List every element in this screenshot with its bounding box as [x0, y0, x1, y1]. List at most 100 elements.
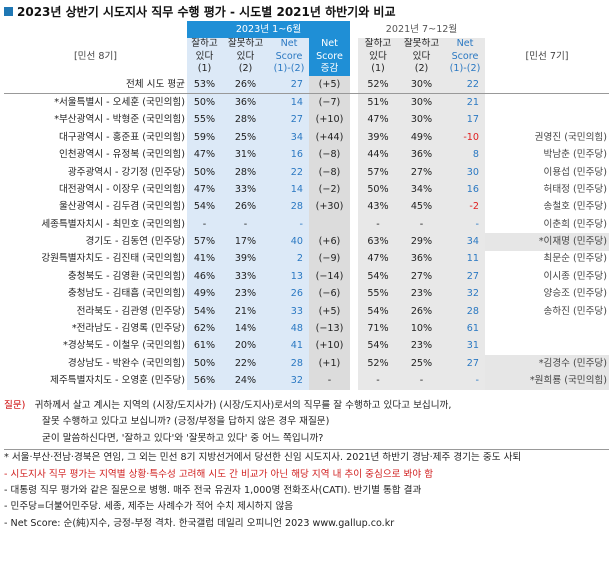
- bad-2023: 33%: [222, 181, 269, 199]
- net-2023: -: [269, 216, 309, 234]
- table-row: 충청남도 - 김태흠 (국민의힘) 49% 23% 26 (−6) 55% 23% 32 양승조…: [4, 285, 609, 303]
- bad-2021: 26%: [398, 302, 445, 321]
- spacer: [350, 94, 358, 112]
- table-row: *경상북도 - 이철우 (국민의힘) 61% 20% 41 (+10) 54% 23% 31: [4, 337, 609, 356]
- good-2021: 44%: [358, 146, 398, 164]
- net-change: (−2): [309, 181, 350, 199]
- spacer: [350, 146, 358, 163]
- good-2023: 41%: [187, 250, 222, 269]
- bad-2021: 36%: [398, 250, 445, 269]
- good-2023: 53%: [187, 75, 222, 95]
- net-2023: 41: [269, 337, 309, 356]
- spacer: [350, 355, 358, 372]
- spacer: [350, 181, 358, 198]
- region-governor: 세종특별자치시 - 최민호 (국민의힘): [41, 218, 185, 230]
- net-change: (+10): [309, 111, 350, 130]
- net-change: (−8): [309, 146, 350, 164]
- net-change: (−13): [309, 320, 350, 338]
- bad-2021: 29%: [398, 233, 445, 251]
- right-label: [민선 7기]: [525, 50, 569, 62]
- title-text: 2023년 상반기 시도지사 직무 수행 평가 - 시도별 2021년 하반기와…: [17, 5, 396, 19]
- bad-2023: -: [222, 216, 269, 234]
- net-change: [309, 216, 350, 234]
- good-2023: 46%: [187, 268, 222, 286]
- net-2023: 16: [269, 146, 309, 164]
- good-2021: 63%: [358, 233, 398, 251]
- bad-2023: 17%: [222, 233, 269, 251]
- period-2023-header: 2023년 1~6월: [187, 21, 350, 39]
- net-change: (+10): [309, 337, 350, 356]
- region-governor: 강원특별자치도 - 김진태 (국민의힘): [41, 253, 185, 265]
- notes: 질문) 귀하께서 살고 계시는 지역의 (시장/도지사가) (시장/도지사)로서…: [4, 398, 609, 532]
- previous-governor: *김경수 (민주당): [485, 355, 609, 373]
- good-2023: 62%: [187, 320, 222, 338]
- spacer: [350, 164, 358, 181]
- net-change: (−14): [309, 268, 350, 286]
- spacer: [350, 338, 358, 355]
- net-2021: 27: [445, 268, 485, 286]
- spacer: [350, 75, 358, 95]
- table-row: 전라북도 - 김관영 (민주당) 54% 21% 33 (+5) 54% 26% 28 송하진 …: [4, 302, 609, 321]
- good-2023: 50%: [187, 355, 222, 373]
- net-change: (+44): [309, 129, 350, 147]
- net-change: (−6): [309, 285, 350, 303]
- previous-governor: [485, 94, 609, 112]
- table-row: 광주광역시 - 강기정 (민주당) 50% 28% 22 (−8) 57% 27% 30 이용섭…: [4, 163, 609, 182]
- net-change: (−9): [309, 250, 350, 269]
- good-2021: 51%: [358, 93, 398, 112]
- bad-2021: -: [398, 216, 445, 234]
- spacer: [350, 112, 358, 129]
- net-2021: -10: [445, 129, 485, 147]
- net-2021: 21: [445, 93, 485, 112]
- previous-governor: *원희룡 (국민의힘): [485, 372, 609, 390]
- net-2021: -: [445, 216, 485, 234]
- good-2023: 55%: [187, 111, 222, 130]
- region-governor: 울산광역시 - 김두겸 (국민의힘): [58, 201, 185, 213]
- net-2023: 40: [269, 233, 309, 251]
- previous-governor: 송철호 (민주당): [543, 201, 608, 213]
- good-2023: 50%: [187, 93, 222, 112]
- net-2023: 48: [269, 320, 309, 338]
- previous-governor: 이시종 (민주당): [543, 270, 608, 282]
- region-governor: 경상남도 - 박완수 (국민의힘): [67, 357, 185, 369]
- good-2023: 54%: [187, 198, 222, 217]
- net-2021: -: [445, 372, 485, 390]
- spacer: [350, 320, 358, 337]
- table-row: 세종특별자치시 - 최민호 (국민의힘) - - - - - - 이춘희 (민주당): [4, 216, 609, 234]
- table-row: 대구광역시 - 홍준표 (국민의힘) 59% 25% 34 (+44) 39% 49% -10…: [4, 129, 609, 147]
- bad-2023: 28%: [222, 163, 269, 182]
- good-2021: 52%: [358, 355, 398, 373]
- question-line-1: 질문) 귀하께서 살고 계시는 지역의 (시장/도지사가) (시장/도지사)로서…: [4, 398, 609, 414]
- previous-governor: 최문순 (민주당): [543, 253, 608, 265]
- table-row: 인천광역시 - 유정복 (국민의힘) 47% 31% 16 (−8) 44% 36% 8 박남춘…: [4, 146, 609, 164]
- previous-governor: 허태정 (민주당): [543, 183, 608, 195]
- bad-2023: 24%: [222, 372, 269, 390]
- region-governor: 제주특별자치도 - 오영훈 (민주당): [50, 375, 185, 387]
- net-change: (+30): [309, 198, 350, 217]
- good-2023: 61%: [187, 337, 222, 356]
- note-5: - Net Score: 순(純)지수, 긍정-부정 격차. 한국갤럽 데일리 …: [4, 517, 395, 529]
- net-2023: 33: [269, 302, 309, 321]
- bad-2023: 25%: [222, 129, 269, 147]
- table-row: *부산광역시 - 박형준 (국민의힘) 55% 28% 27 (+10) 47% 30% 17: [4, 111, 609, 130]
- bad-2021: 30%: [398, 93, 445, 112]
- period-2021-header: 2021년 7~12월: [385, 23, 458, 35]
- spacer: [350, 303, 358, 320]
- net-2021: 34: [445, 233, 485, 251]
- good-2021: 54%: [358, 268, 398, 286]
- col-bad-2023: 잘못하고 있다 (2): [222, 38, 269, 76]
- good-2023: 47%: [187, 146, 222, 164]
- bad-2021: 27%: [398, 163, 445, 182]
- spacer: [350, 251, 358, 268]
- bad-2021: 27%: [398, 268, 445, 286]
- good-2021: -: [358, 216, 398, 234]
- good-2023: 49%: [187, 285, 222, 303]
- net-2023: 26: [269, 285, 309, 303]
- good-2021: 39%: [358, 129, 398, 147]
- spacer: [350, 129, 358, 146]
- note-3: - 대통령 직무 평가와 같은 질문으로 병행. 매주 전국 유권자 1,000…: [4, 485, 422, 497]
- good-2021: 54%: [358, 337, 398, 356]
- previous-governor: *이재명 (민주당): [485, 233, 609, 251]
- region-governor: *서울특별시 - 오세훈 (국민의힘): [54, 96, 185, 108]
- note-2: - 시도지사 직무 평가는 지역별 상황·특수성 고려해 시도 간 비교가 아닌…: [4, 468, 434, 480]
